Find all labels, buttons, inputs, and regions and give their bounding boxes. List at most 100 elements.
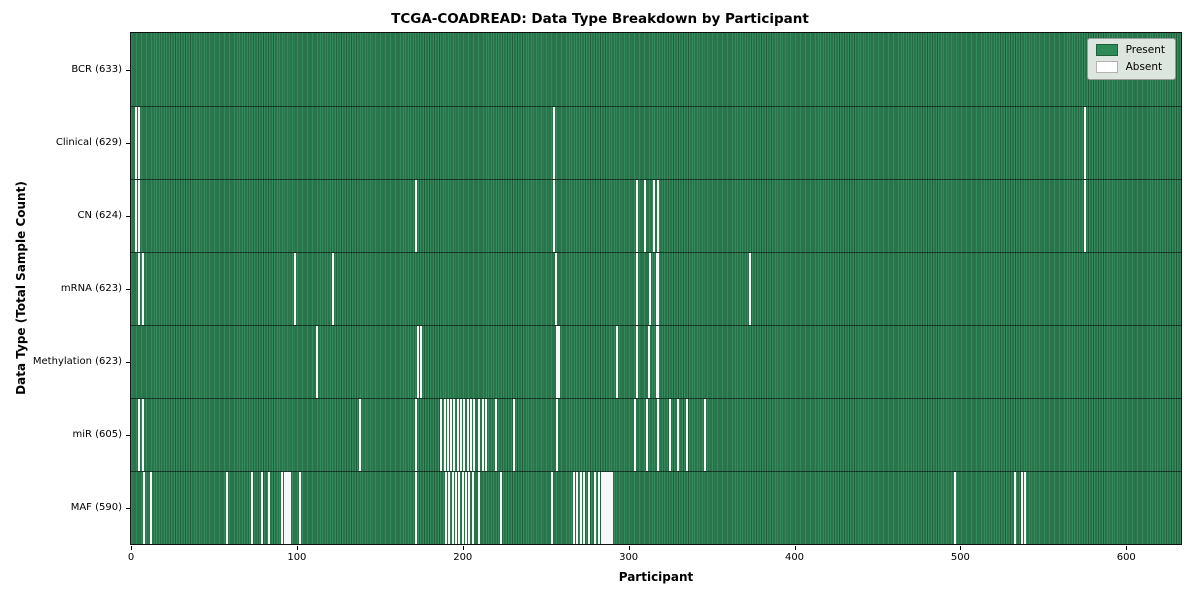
absent-mark bbox=[494, 399, 497, 471]
absent-mark bbox=[456, 399, 459, 471]
absent-mark bbox=[572, 472, 575, 544]
absent-mark bbox=[576, 472, 579, 544]
y-tick-label: CN (624) bbox=[77, 209, 122, 221]
absent-mark bbox=[677, 399, 680, 471]
x-tick-label: 600 bbox=[1116, 552, 1136, 563]
heatmap-row-bcr bbox=[131, 33, 1181, 106]
absent-mark bbox=[634, 399, 637, 471]
legend-label: Absent bbox=[1125, 61, 1163, 73]
absent-mark bbox=[552, 107, 555, 179]
x-tick-label: 500 bbox=[950, 552, 970, 563]
absent-mark bbox=[280, 472, 283, 544]
absent-mark bbox=[149, 472, 152, 544]
absent-mark bbox=[607, 472, 610, 544]
absent-mark bbox=[461, 472, 464, 544]
heatmap-row-methylation bbox=[131, 325, 1181, 398]
y-tick-label: Clinical (629) bbox=[55, 136, 122, 148]
absent-mark bbox=[267, 472, 270, 544]
absent-mark bbox=[478, 399, 481, 471]
plot-area bbox=[130, 32, 1182, 545]
absent-mark bbox=[954, 472, 957, 544]
absent-mark bbox=[420, 326, 423, 398]
absent-mark bbox=[138, 399, 141, 471]
absent-mark bbox=[471, 472, 474, 544]
x-tick-mark bbox=[960, 546, 962, 550]
absent-mark bbox=[451, 472, 454, 544]
absent-mark bbox=[551, 472, 554, 544]
chart-title: TCGA-COADREAD: Data Type Breakdown by Pa… bbox=[391, 11, 809, 27]
heatmap-row-maf bbox=[131, 471, 1181, 544]
absent-mark bbox=[315, 326, 318, 398]
absent-mark bbox=[1083, 107, 1086, 179]
absent-mark bbox=[463, 399, 466, 471]
x-tick-mark bbox=[1126, 546, 1128, 550]
absent-mark bbox=[635, 326, 638, 398]
x-tick-label: 100 bbox=[287, 552, 307, 563]
absent-mark bbox=[481, 399, 484, 471]
absent-mark bbox=[299, 472, 302, 544]
heatmap-row-clinical bbox=[131, 106, 1181, 179]
y-tick-label: miR (605) bbox=[72, 428, 122, 440]
absent-mark bbox=[465, 472, 468, 544]
absent-mark bbox=[657, 253, 660, 325]
x-tick-mark bbox=[794, 546, 796, 550]
y-tick-label: Methylation (623) bbox=[32, 355, 122, 367]
absent-mark bbox=[554, 253, 557, 325]
legend: Present Absent bbox=[1086, 38, 1176, 80]
absent-mark bbox=[416, 326, 419, 398]
absent-mark bbox=[138, 180, 141, 252]
absent-mark bbox=[602, 472, 605, 544]
x-tick-label: 200 bbox=[453, 552, 473, 563]
absent-mark bbox=[1014, 472, 1017, 544]
absent-mark bbox=[597, 472, 600, 544]
absent-mark bbox=[557, 326, 560, 398]
absent-mark bbox=[332, 253, 335, 325]
absent-mark bbox=[448, 472, 451, 544]
y-tick-mark bbox=[126, 507, 130, 509]
absent-mark bbox=[616, 326, 619, 398]
absent-mark bbox=[358, 399, 361, 471]
absent-mark bbox=[556, 399, 559, 471]
absent-mark bbox=[652, 180, 655, 252]
absent-mark bbox=[657, 399, 660, 471]
absent-mark bbox=[1024, 472, 1027, 544]
legend-swatch-present bbox=[1095, 44, 1118, 56]
x-tick-label: 300 bbox=[619, 552, 639, 563]
absent-mark bbox=[453, 399, 456, 471]
absent-mark bbox=[611, 472, 614, 544]
absent-mark bbox=[685, 399, 688, 471]
absent-mark bbox=[138, 253, 141, 325]
legend-item-present: Present bbox=[1095, 44, 1165, 56]
absent-mark bbox=[415, 472, 418, 544]
absent-mark bbox=[141, 253, 144, 325]
absent-mark bbox=[460, 399, 463, 471]
absent-mark bbox=[703, 399, 706, 471]
absent-mark bbox=[606, 472, 609, 544]
absent-mark bbox=[635, 180, 638, 252]
absent-mark bbox=[604, 472, 607, 544]
absent-mark bbox=[455, 472, 458, 544]
absent-mark bbox=[655, 326, 658, 398]
absent-mark bbox=[134, 180, 137, 252]
absent-mark bbox=[134, 107, 137, 179]
absent-mark bbox=[609, 472, 612, 544]
absent-mark bbox=[556, 326, 559, 398]
absent-mark bbox=[657, 180, 660, 252]
absent-mark bbox=[284, 472, 287, 544]
legend-item-absent: Absent bbox=[1095, 61, 1165, 73]
x-tick-mark bbox=[462, 546, 464, 550]
y-tick-mark bbox=[126, 142, 130, 144]
absent-mark bbox=[143, 472, 146, 544]
absent-mark bbox=[450, 399, 453, 471]
y-tick-label: BCR (633) bbox=[71, 63, 122, 75]
x-tick-mark bbox=[131, 546, 132, 550]
y-tick-mark bbox=[126, 288, 130, 290]
y-tick-mark bbox=[126, 434, 130, 436]
heatmap-row-mrna bbox=[131, 252, 1181, 325]
absent-mark bbox=[645, 399, 648, 471]
absent-mark bbox=[499, 472, 502, 544]
absent-mark bbox=[748, 253, 751, 325]
absent-mark bbox=[655, 253, 658, 325]
absent-mark bbox=[440, 399, 443, 471]
